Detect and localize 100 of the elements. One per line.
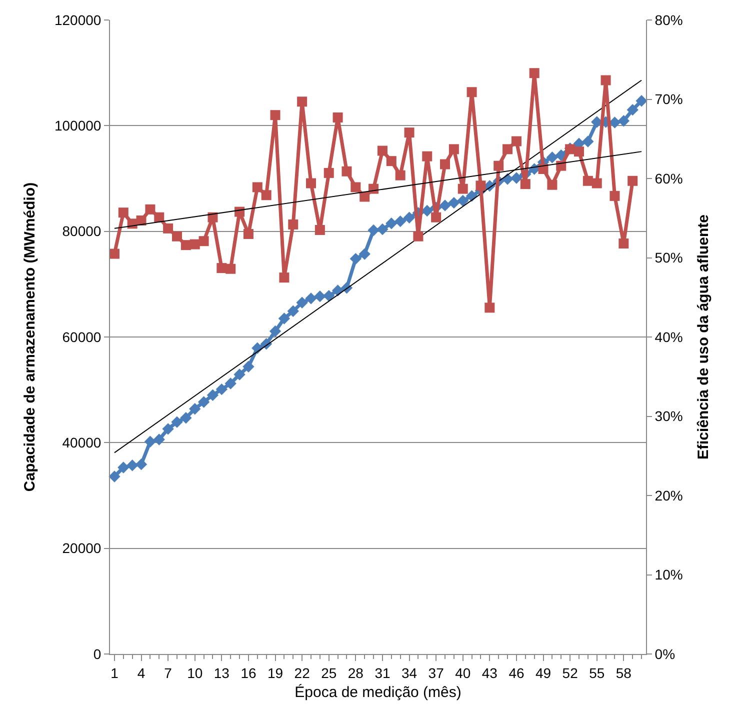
point — [136, 216, 146, 226]
x-tick-label: 55 — [589, 664, 605, 681]
point — [172, 231, 182, 242]
point — [287, 305, 299, 317]
point — [162, 423, 174, 435]
point — [180, 240, 191, 250]
y-tick-label: 40000 — [62, 434, 102, 451]
point — [261, 190, 272, 200]
point — [574, 146, 584, 157]
point — [403, 212, 416, 224]
point — [153, 434, 165, 446]
point — [610, 190, 620, 201]
point — [234, 206, 245, 217]
x-tick-label: 40 — [455, 664, 471, 681]
point — [332, 284, 344, 296]
point — [109, 248, 120, 259]
x-tick-label: 22 — [294, 664, 310, 681]
point — [350, 182, 361, 192]
point — [547, 180, 558, 190]
y2-tick-label: 50% — [654, 250, 683, 266]
x-tick-label: 46 — [508, 664, 524, 681]
x-tick-label: 1 — [110, 664, 119, 681]
point — [126, 460, 138, 472]
x-tick-label: 10 — [187, 664, 203, 681]
point — [511, 136, 522, 146]
point — [278, 312, 290, 324]
point — [529, 68, 540, 78]
point — [342, 166, 352, 176]
point — [279, 272, 290, 283]
point — [636, 94, 648, 107]
point — [305, 292, 317, 304]
point — [439, 200, 451, 212]
point — [314, 290, 326, 302]
x-tick-label: 4 — [137, 664, 146, 681]
point — [332, 112, 343, 122]
point — [376, 223, 388, 236]
point — [288, 219, 298, 230]
y-tick-label: 0 — [93, 646, 102, 662]
x-tick-label: 43 — [482, 664, 498, 681]
point — [350, 252, 362, 265]
point — [626, 104, 638, 116]
y-tick-label: 80000 — [62, 223, 102, 240]
point — [324, 168, 334, 178]
point — [198, 396, 210, 408]
point — [466, 87, 477, 98]
point — [189, 403, 201, 415]
point — [323, 290, 335, 302]
x-tick-label: 52 — [562, 664, 578, 681]
y-tick-label: 120000 — [54, 12, 102, 28]
x-tick-label: 7 — [164, 664, 172, 681]
point — [368, 224, 380, 236]
point — [242, 360, 254, 372]
y2-tick-label: 10% — [654, 566, 683, 583]
point — [520, 179, 530, 190]
point — [413, 231, 424, 242]
y2-tick-label: 30% — [654, 408, 683, 424]
point — [386, 218, 398, 230]
y2-tick-label: 60% — [654, 170, 683, 186]
x-tick-label: 19 — [267, 664, 284, 681]
y-axis-title: Capacidade de armazenamento (MWmédio) — [22, 182, 39, 492]
point — [163, 223, 174, 234]
point — [458, 184, 468, 194]
x-tick-label: 37 — [428, 664, 444, 681]
point — [224, 378, 236, 390]
point — [431, 212, 442, 222]
point — [180, 412, 192, 424]
point — [628, 176, 638, 186]
point — [582, 176, 593, 186]
point — [206, 389, 219, 401]
point — [404, 128, 414, 138]
point — [226, 264, 236, 274]
x-tick-label: 25 — [321, 664, 337, 681]
point — [243, 228, 254, 239]
point — [145, 204, 156, 214]
point — [421, 204, 433, 217]
point — [306, 178, 316, 188]
y2-tick-label: 80% — [654, 12, 683, 28]
y2-tick-label: 20% — [654, 487, 683, 504]
point — [592, 178, 602, 188]
point — [394, 215, 406, 228]
point — [269, 325, 282, 338]
point — [108, 470, 120, 482]
y-tick-label: 60000 — [62, 328, 102, 345]
x-tick-label: 28 — [348, 664, 364, 681]
point — [386, 156, 396, 166]
point — [144, 436, 156, 448]
y2-tick-label: 0% — [654, 646, 676, 662]
point — [582, 136, 594, 148]
point — [476, 180, 486, 191]
y2-tick-label: 40% — [654, 328, 683, 345]
point — [314, 225, 325, 236]
point — [358, 248, 370, 260]
point — [440, 159, 450, 170]
x-tick-label: 58 — [616, 664, 632, 681]
point — [484, 302, 495, 313]
point — [510, 172, 522, 184]
y2-axis-title: Eficiência de uso da água afluente — [694, 214, 712, 460]
point — [296, 296, 308, 309]
x-tick-label: 16 — [240, 664, 256, 681]
y2-tick-label: 70% — [654, 91, 683, 108]
